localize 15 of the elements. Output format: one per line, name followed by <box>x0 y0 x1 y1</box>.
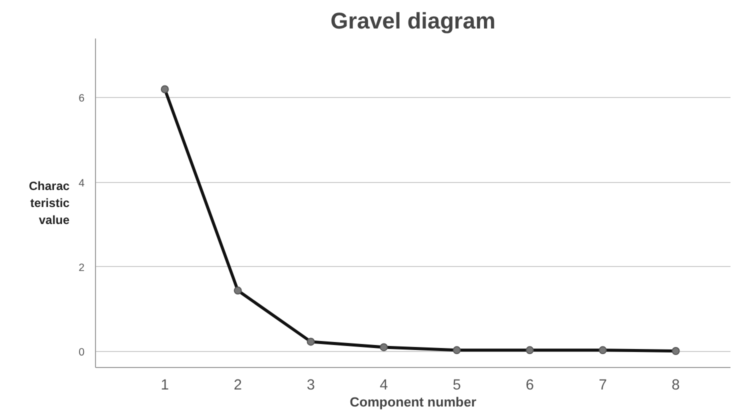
x-tick-label: 1 <box>160 378 169 394</box>
x-tick-label: 4 <box>380 378 388 394</box>
x-tick-label: 5 <box>452 378 461 394</box>
x-tick-label: 6 <box>526 378 534 394</box>
x-tick-label: 7 <box>598 378 607 394</box>
x-axis-title: Component number <box>350 394 476 410</box>
chart-title: Gravel diagram <box>330 8 496 34</box>
x-tick-label: 2 <box>234 378 242 394</box>
y-axis-title: Charac teristic value <box>28 179 70 227</box>
x-tick-label: 3 <box>306 378 315 394</box>
y-tick-label: 2 <box>78 262 85 274</box>
y-tick-label: 0 <box>78 346 85 358</box>
y-tick-label: 6 <box>78 92 85 105</box>
y-tick-label: 4 <box>78 177 85 190</box>
x-tick-label: 8 <box>672 378 680 394</box>
